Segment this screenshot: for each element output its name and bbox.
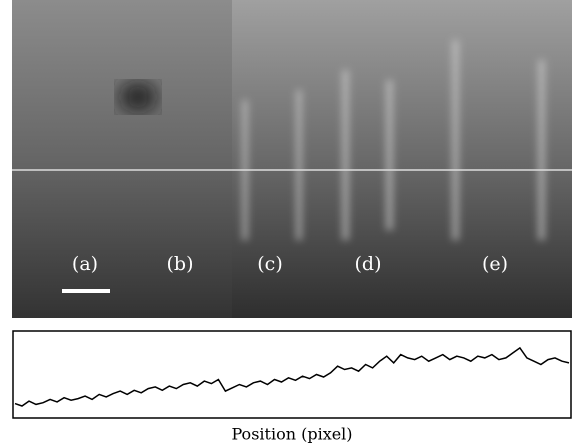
panel-label: (e): [482, 253, 508, 275]
scale-bar: [62, 289, 110, 293]
panel-label: (b): [167, 253, 194, 275]
panel-label: (d): [355, 253, 382, 275]
panel-label: (c): [257, 253, 282, 275]
panel-label: (a): [72, 253, 98, 275]
micrograph: [12, 0, 572, 318]
x-axis-label: Position (pixel): [231, 425, 352, 444]
profile-line: [14, 346, 570, 407]
plot-frame: [12, 330, 572, 419]
